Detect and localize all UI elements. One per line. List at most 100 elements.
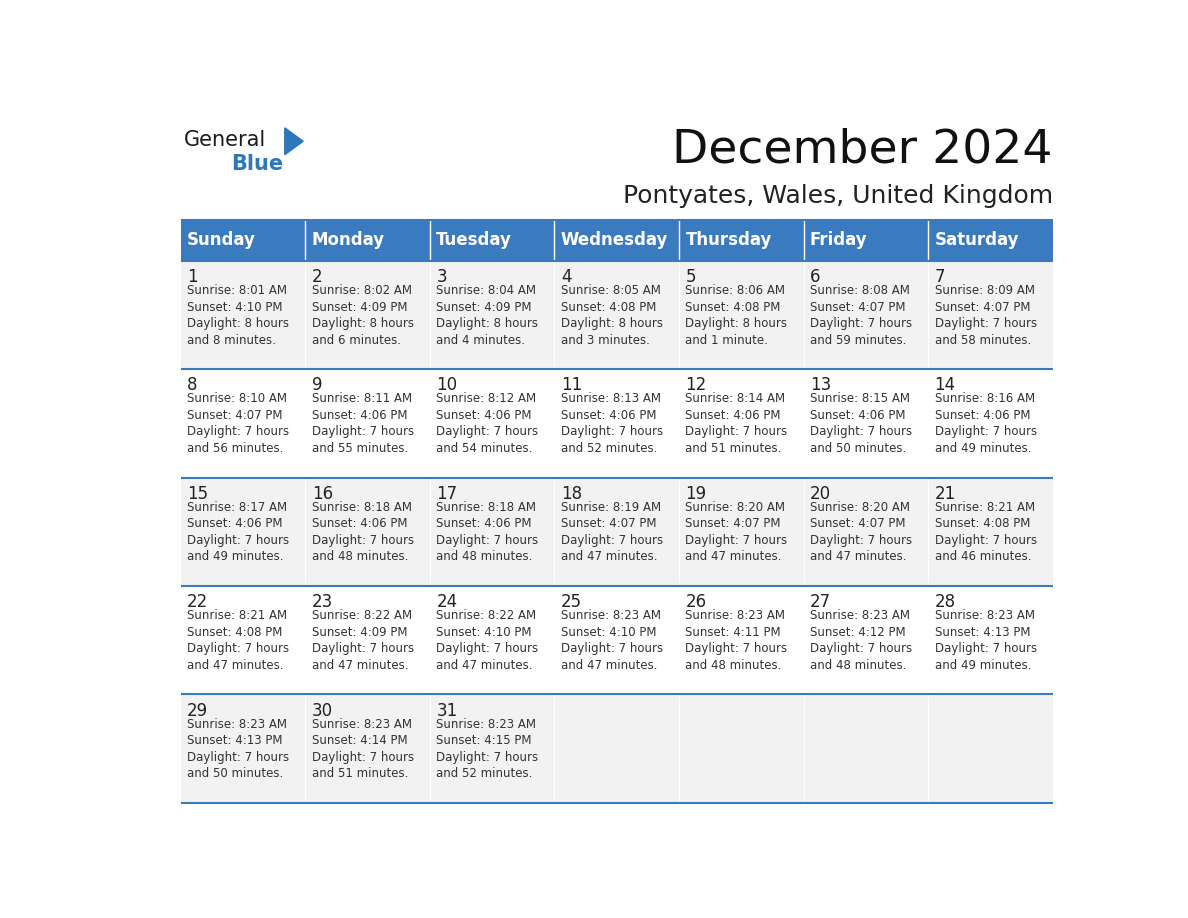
Bar (680, 219, 803, 261)
Bar (305, 477, 430, 586)
Bar (555, 369, 680, 477)
Text: 6: 6 (810, 268, 821, 285)
Text: December 2024: December 2024 (672, 128, 1053, 173)
Text: 18: 18 (561, 485, 582, 503)
Text: Sunrise: 8:23 AM
Sunset: 4:13 PM
Daylight: 7 hours
and 49 minutes.: Sunrise: 8:23 AM Sunset: 4:13 PM Dayligh… (935, 610, 1037, 672)
Text: Sunrise: 8:18 AM
Sunset: 4:06 PM
Daylight: 7 hours
and 48 minutes.: Sunrise: 8:18 AM Sunset: 4:06 PM Dayligh… (436, 501, 538, 564)
Bar (928, 369, 1053, 477)
Text: Sunrise: 8:05 AM
Sunset: 4:08 PM
Daylight: 8 hours
and 3 minutes.: Sunrise: 8:05 AM Sunset: 4:08 PM Dayligh… (561, 284, 663, 347)
Bar (680, 586, 803, 694)
Text: 1: 1 (188, 268, 197, 285)
Text: Sunrise: 8:08 AM
Sunset: 4:07 PM
Daylight: 7 hours
and 59 minutes.: Sunrise: 8:08 AM Sunset: 4:07 PM Dayligh… (810, 284, 912, 347)
Text: Sunrise: 8:11 AM
Sunset: 4:06 PM
Daylight: 7 hours
and 55 minutes.: Sunrise: 8:11 AM Sunset: 4:06 PM Dayligh… (311, 393, 413, 455)
Bar (803, 369, 928, 477)
Bar (555, 477, 680, 586)
Text: 23: 23 (311, 593, 333, 611)
Text: Sunrise: 8:21 AM
Sunset: 4:08 PM
Daylight: 7 hours
and 46 minutes.: Sunrise: 8:21 AM Sunset: 4:08 PM Dayligh… (935, 501, 1037, 564)
Text: 19: 19 (685, 485, 707, 503)
Bar (555, 694, 680, 803)
Text: Sunrise: 8:20 AM
Sunset: 4:07 PM
Daylight: 7 hours
and 47 minutes.: Sunrise: 8:20 AM Sunset: 4:07 PM Dayligh… (810, 501, 912, 564)
Text: 16: 16 (311, 485, 333, 503)
Text: Sunrise: 8:21 AM
Sunset: 4:08 PM
Daylight: 7 hours
and 47 minutes.: Sunrise: 8:21 AM Sunset: 4:08 PM Dayligh… (188, 610, 290, 672)
Bar (928, 219, 1053, 261)
Text: Sunrise: 8:23 AM
Sunset: 4:14 PM
Daylight: 7 hours
and 51 minutes.: Sunrise: 8:23 AM Sunset: 4:14 PM Dayligh… (311, 718, 413, 780)
Text: Sunrise: 8:18 AM
Sunset: 4:06 PM
Daylight: 7 hours
and 48 minutes.: Sunrise: 8:18 AM Sunset: 4:06 PM Dayligh… (311, 501, 413, 564)
Bar (181, 369, 305, 477)
Text: 28: 28 (935, 593, 955, 611)
Text: Saturday: Saturday (935, 231, 1019, 249)
Text: 7: 7 (935, 268, 944, 285)
Bar (803, 261, 928, 369)
Text: Sunrise: 8:23 AM
Sunset: 4:15 PM
Daylight: 7 hours
and 52 minutes.: Sunrise: 8:23 AM Sunset: 4:15 PM Dayligh… (436, 718, 538, 780)
Text: 17: 17 (436, 485, 457, 503)
Bar (305, 219, 430, 261)
Text: 30: 30 (311, 701, 333, 720)
Text: Sunrise: 8:23 AM
Sunset: 4:11 PM
Daylight: 7 hours
and 48 minutes.: Sunrise: 8:23 AM Sunset: 4:11 PM Dayligh… (685, 610, 788, 672)
Text: Sunday: Sunday (188, 231, 257, 249)
Text: Sunrise: 8:22 AM
Sunset: 4:10 PM
Daylight: 7 hours
and 47 minutes.: Sunrise: 8:22 AM Sunset: 4:10 PM Dayligh… (436, 610, 538, 672)
Text: Sunrise: 8:10 AM
Sunset: 4:07 PM
Daylight: 7 hours
and 56 minutes.: Sunrise: 8:10 AM Sunset: 4:07 PM Dayligh… (188, 393, 290, 455)
Bar (305, 586, 430, 694)
Text: Sunrise: 8:02 AM
Sunset: 4:09 PM
Daylight: 8 hours
and 6 minutes.: Sunrise: 8:02 AM Sunset: 4:09 PM Dayligh… (311, 284, 413, 347)
Bar (181, 261, 305, 369)
Bar (181, 477, 305, 586)
Text: Sunrise: 8:04 AM
Sunset: 4:09 PM
Daylight: 8 hours
and 4 minutes.: Sunrise: 8:04 AM Sunset: 4:09 PM Dayligh… (436, 284, 538, 347)
Text: Sunrise: 8:14 AM
Sunset: 4:06 PM
Daylight: 7 hours
and 51 minutes.: Sunrise: 8:14 AM Sunset: 4:06 PM Dayligh… (685, 393, 788, 455)
Text: 21: 21 (935, 485, 956, 503)
Text: 22: 22 (188, 593, 208, 611)
Bar (680, 694, 803, 803)
Bar (555, 261, 680, 369)
Text: Sunrise: 8:23 AM
Sunset: 4:13 PM
Daylight: 7 hours
and 50 minutes.: Sunrise: 8:23 AM Sunset: 4:13 PM Dayligh… (188, 718, 290, 780)
Text: General: General (183, 130, 266, 150)
Text: 5: 5 (685, 268, 696, 285)
Text: Tuesday: Tuesday (436, 231, 512, 249)
Text: Sunrise: 8:20 AM
Sunset: 4:07 PM
Daylight: 7 hours
and 47 minutes.: Sunrise: 8:20 AM Sunset: 4:07 PM Dayligh… (685, 501, 788, 564)
Text: Sunrise: 8:19 AM
Sunset: 4:07 PM
Daylight: 7 hours
and 47 minutes.: Sunrise: 8:19 AM Sunset: 4:07 PM Dayligh… (561, 501, 663, 564)
Text: 12: 12 (685, 376, 707, 394)
Polygon shape (285, 128, 303, 155)
Bar (680, 261, 803, 369)
Text: 20: 20 (810, 485, 832, 503)
Bar (430, 694, 555, 803)
Text: 29: 29 (188, 701, 208, 720)
Text: Sunrise: 8:16 AM
Sunset: 4:06 PM
Daylight: 7 hours
and 49 minutes.: Sunrise: 8:16 AM Sunset: 4:06 PM Dayligh… (935, 393, 1037, 455)
Text: Friday: Friday (810, 231, 867, 249)
Text: Sunrise: 8:15 AM
Sunset: 4:06 PM
Daylight: 7 hours
and 50 minutes.: Sunrise: 8:15 AM Sunset: 4:06 PM Dayligh… (810, 393, 912, 455)
Text: 8: 8 (188, 376, 197, 394)
Text: Sunrise: 8:23 AM
Sunset: 4:10 PM
Daylight: 7 hours
and 47 minutes.: Sunrise: 8:23 AM Sunset: 4:10 PM Dayligh… (561, 610, 663, 672)
Bar (181, 586, 305, 694)
Text: Blue: Blue (232, 154, 284, 174)
Text: 25: 25 (561, 593, 582, 611)
Text: Wednesday: Wednesday (561, 231, 668, 249)
Text: Sunrise: 8:09 AM
Sunset: 4:07 PM
Daylight: 7 hours
and 58 minutes.: Sunrise: 8:09 AM Sunset: 4:07 PM Dayligh… (935, 284, 1037, 347)
Text: 15: 15 (188, 485, 208, 503)
Bar (803, 477, 928, 586)
Bar (803, 694, 928, 803)
Text: 11: 11 (561, 376, 582, 394)
Text: 2: 2 (311, 268, 322, 285)
Bar (181, 219, 305, 261)
Bar (928, 694, 1053, 803)
Text: 4: 4 (561, 268, 571, 285)
Text: 24: 24 (436, 593, 457, 611)
Bar (555, 219, 680, 261)
Bar (305, 261, 430, 369)
Text: 14: 14 (935, 376, 955, 394)
Bar (430, 261, 555, 369)
Bar (305, 369, 430, 477)
Bar (928, 586, 1053, 694)
Text: 13: 13 (810, 376, 832, 394)
Text: Monday: Monday (311, 231, 385, 249)
Text: 3: 3 (436, 268, 447, 285)
Bar (803, 219, 928, 261)
Text: Sunrise: 8:13 AM
Sunset: 4:06 PM
Daylight: 7 hours
and 52 minutes.: Sunrise: 8:13 AM Sunset: 4:06 PM Dayligh… (561, 393, 663, 455)
Text: Sunrise: 8:22 AM
Sunset: 4:09 PM
Daylight: 7 hours
and 47 minutes.: Sunrise: 8:22 AM Sunset: 4:09 PM Dayligh… (311, 610, 413, 672)
Text: 10: 10 (436, 376, 457, 394)
Bar (555, 586, 680, 694)
Bar (430, 586, 555, 694)
Text: Sunrise: 8:06 AM
Sunset: 4:08 PM
Daylight: 8 hours
and 1 minute.: Sunrise: 8:06 AM Sunset: 4:08 PM Dayligh… (685, 284, 788, 347)
Text: Sunrise: 8:23 AM
Sunset: 4:12 PM
Daylight: 7 hours
and 48 minutes.: Sunrise: 8:23 AM Sunset: 4:12 PM Dayligh… (810, 610, 912, 672)
Text: 26: 26 (685, 593, 707, 611)
Text: 9: 9 (311, 376, 322, 394)
Text: 27: 27 (810, 593, 832, 611)
